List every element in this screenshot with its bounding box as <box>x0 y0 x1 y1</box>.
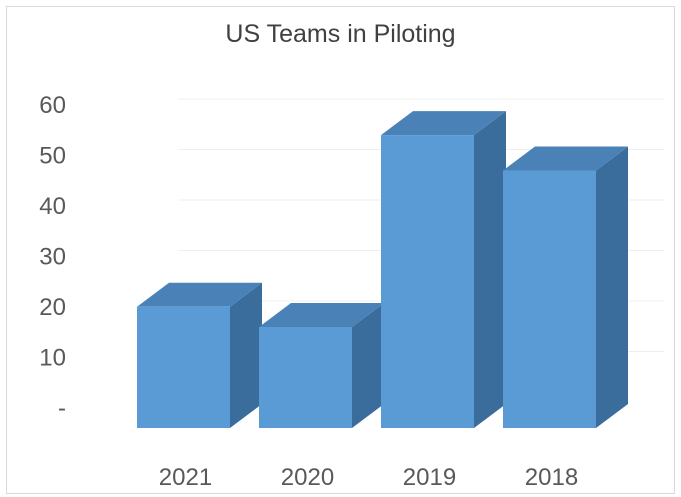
y-tick-label-60: 60 <box>39 92 66 119</box>
y-tick-label-20: 20 <box>39 294 66 321</box>
bar-side-2019 <box>474 111 506 428</box>
x-tick-label-2021: 2021 <box>159 464 212 491</box>
bar-2019 <box>381 111 506 428</box>
bar-2020 <box>259 303 384 428</box>
bar-top-2019 <box>381 111 506 136</box>
bar-side-2018 <box>596 146 628 428</box>
bar-front-2021 <box>137 306 230 428</box>
y-tick-label-50: 50 <box>39 143 66 170</box>
bars <box>137 111 628 428</box>
bar-2018 <box>503 146 628 428</box>
bar-2021 <box>137 282 262 428</box>
bar-top-2021 <box>137 282 262 307</box>
x-tick-label-2020: 2020 <box>281 464 334 491</box>
chart-title: US Teams in Piloting <box>225 20 456 48</box>
y-tick-label-40: 40 <box>39 193 66 220</box>
x-axis: 2021 2020 2019 2018 <box>159 464 578 491</box>
bar-top-2020 <box>259 303 384 327</box>
y-tick-label-10: 10 <box>39 345 66 372</box>
bar-side-2020 <box>352 303 384 428</box>
x-tick-label-2018: 2018 <box>525 464 578 491</box>
bar-side-2021 <box>230 282 262 428</box>
bar-front-2018 <box>503 170 596 428</box>
bar-top-2018 <box>503 146 628 171</box>
bar-front-2019 <box>381 135 474 428</box>
bar-front-2020 <box>259 327 352 428</box>
x-tick-label-2019: 2019 <box>403 464 456 491</box>
y-tick-label-30: 30 <box>39 244 66 271</box>
y-axis: - 10 20 30 40 50 60 <box>39 92 66 422</box>
y-tick-label--: - <box>58 395 66 422</box>
